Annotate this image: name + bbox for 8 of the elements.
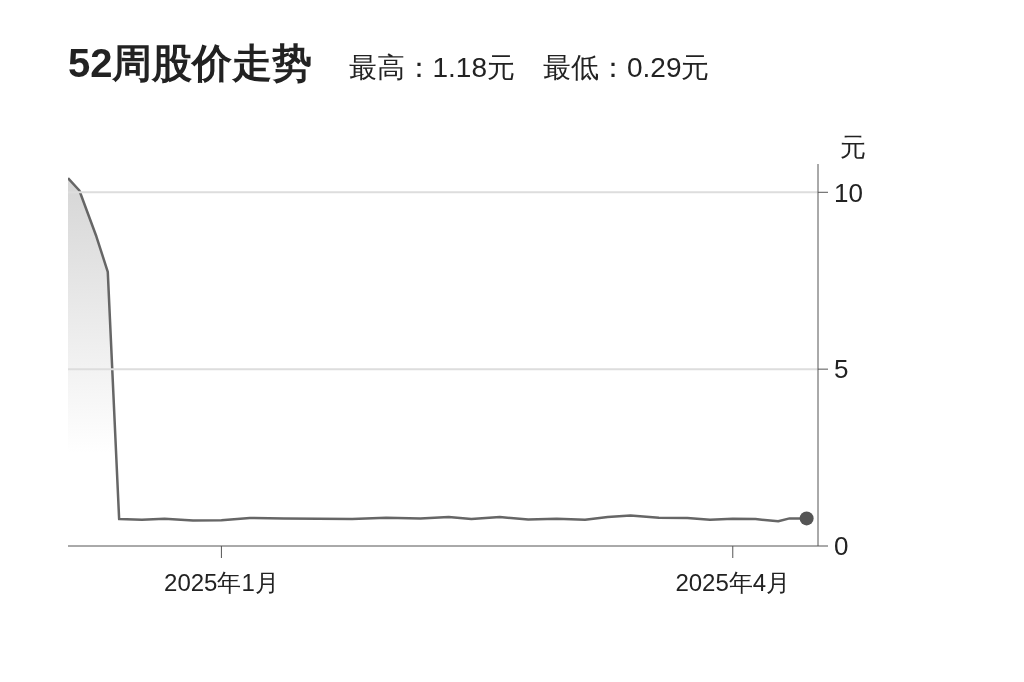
y-axis-title: 元 <box>840 131 866 164</box>
x-tick-label: 2025年1月 <box>164 569 279 597</box>
y-tick-label: 0 <box>834 531 849 562</box>
y-tick-label: 10 <box>834 177 863 208</box>
chart-title: 52周股价走势 <box>68 40 313 87</box>
x-tick-label: 2025年4月 <box>675 569 791 597</box>
y-tick-label: 5 <box>834 354 849 385</box>
chart-subtitle: 最高：1.18元 最低：0.29元 <box>348 51 710 85</box>
